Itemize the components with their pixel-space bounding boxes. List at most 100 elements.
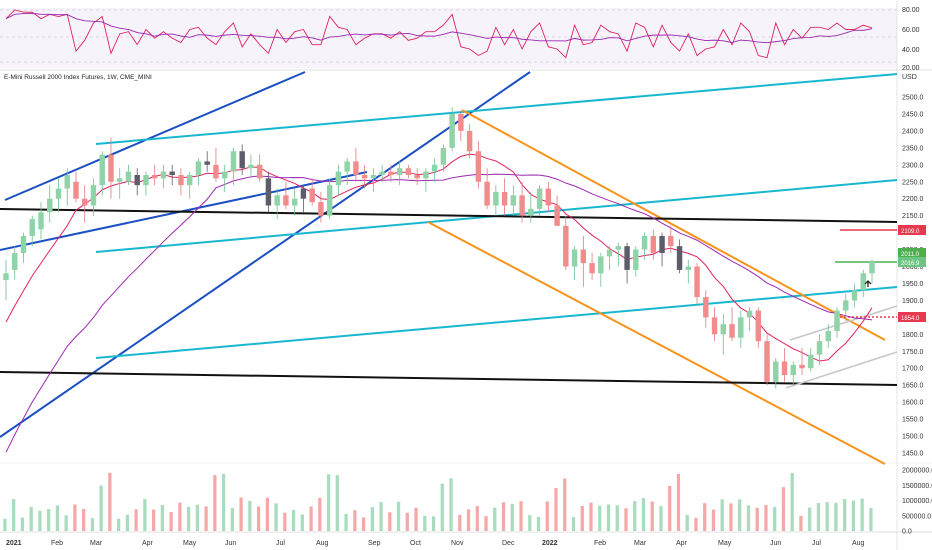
candle-body bbox=[615, 246, 622, 250]
volume-bar bbox=[353, 510, 357, 531]
volume-bar bbox=[720, 499, 724, 531]
candle-body bbox=[834, 310, 840, 331]
volume-bar bbox=[536, 517, 541, 531]
volume-bar bbox=[851, 500, 856, 531]
candle-body bbox=[781, 361, 788, 376]
candle-body bbox=[82, 198, 88, 206]
volume-bar bbox=[668, 485, 672, 531]
volume-bar bbox=[423, 515, 427, 531]
candle-body bbox=[493, 191, 499, 206]
cyan-line-bottom[interactable] bbox=[95, 286, 898, 359]
orange-channel-lower[interactable] bbox=[427, 221, 886, 465]
candle-body bbox=[265, 178, 272, 206]
candle-body bbox=[213, 164, 219, 179]
price-axis-label: 1450.0 bbox=[902, 451, 924, 458]
candle-body bbox=[160, 171, 167, 179]
volume-bar bbox=[344, 513, 348, 531]
volume-bar bbox=[143, 499, 147, 531]
volume-bar bbox=[641, 498, 646, 531]
price-axis-label: 1550.0 bbox=[902, 417, 924, 424]
volume-bar bbox=[335, 475, 339, 531]
time-axis-label: May bbox=[718, 540, 732, 547]
volume-bar bbox=[519, 501, 523, 531]
price-axis-label: 2450.0 bbox=[902, 111, 924, 118]
candle-body bbox=[755, 310, 761, 342]
candle-body bbox=[554, 205, 560, 226]
candle-body bbox=[309, 188, 315, 203]
svg-text:2016.9: 2016.9 bbox=[901, 261, 920, 267]
price-axis-label: 1700.0 bbox=[902, 366, 924, 373]
candle-body bbox=[195, 161, 202, 175]
volume-bar bbox=[554, 488, 558, 531]
candle-body bbox=[134, 174, 140, 186]
candle-body bbox=[589, 263, 595, 274]
candle-body bbox=[536, 188, 543, 209]
candle-body bbox=[869, 260, 875, 274]
candle-body bbox=[239, 151, 245, 169]
price-axis-label: 2350.0 bbox=[902, 145, 924, 152]
time-axis-label: Jul bbox=[812, 540, 821, 547]
price-axis-label: 1650.0 bbox=[902, 383, 924, 390]
candle-body bbox=[729, 324, 735, 338]
candle-body bbox=[764, 341, 770, 382]
candle-body bbox=[12, 252, 18, 270]
volume-bar bbox=[729, 503, 733, 531]
wedge-lower[interactable] bbox=[785, 351, 898, 389]
volume-bar bbox=[703, 503, 707, 531]
candle-body bbox=[353, 161, 359, 175]
volume-bar bbox=[3, 518, 7, 531]
volume-bar bbox=[458, 514, 462, 531]
candle-body bbox=[510, 195, 517, 206]
time-axis-label: Aug bbox=[316, 540, 329, 547]
black-support-upper[interactable] bbox=[0, 208, 898, 223]
volume-bar bbox=[790, 472, 794, 531]
candle-body bbox=[396, 168, 403, 175]
candle-body bbox=[475, 151, 482, 182]
cyan-line-top[interactable] bbox=[95, 73, 898, 145]
volume-bar bbox=[449, 478, 453, 531]
volume-bar bbox=[160, 505, 164, 531]
candle-body bbox=[256, 164, 263, 179]
volume-bar bbox=[808, 507, 812, 531]
candle-body bbox=[659, 236, 665, 253]
candle-body bbox=[221, 171, 228, 179]
volume-bar bbox=[816, 503, 821, 531]
blue-channel-upper-2[interactable] bbox=[4, 71, 306, 201]
volume-bar bbox=[860, 498, 864, 531]
fast-moving-average bbox=[5, 153, 873, 362]
volume-bar bbox=[90, 518, 95, 531]
volume-bar bbox=[563, 478, 567, 531]
volume-bar bbox=[528, 515, 532, 531]
time-axis-label: Jul bbox=[276, 540, 285, 547]
volume-bar bbox=[82, 508, 86, 531]
candle-body bbox=[528, 208, 534, 216]
volume-bar bbox=[221, 474, 226, 531]
volume-bar bbox=[624, 508, 628, 531]
volume-bar bbox=[799, 515, 803, 531]
volume-bar bbox=[755, 507, 759, 531]
volume-bar bbox=[694, 517, 698, 531]
volume-bar bbox=[195, 504, 199, 531]
volume-bar bbox=[685, 514, 689, 531]
blue-channel-upper[interactable] bbox=[0, 71, 531, 438]
price-axis-label: 2200.0 bbox=[902, 196, 924, 203]
volume-bar bbox=[633, 501, 637, 531]
orange-channel-upper[interactable] bbox=[461, 109, 886, 341]
candle-body bbox=[300, 188, 307, 199]
candle-body bbox=[283, 195, 289, 206]
volume-bar bbox=[64, 515, 68, 531]
candle-body bbox=[423, 171, 429, 179]
volume-bar bbox=[869, 507, 873, 531]
candle-body bbox=[501, 191, 508, 206]
candle-body bbox=[720, 324, 727, 335]
wedge-upper[interactable] bbox=[789, 305, 898, 341]
volume-bar bbox=[151, 509, 156, 531]
candle-body bbox=[29, 219, 35, 237]
volume-bar bbox=[405, 512, 409, 531]
black-support-lower[interactable] bbox=[0, 371, 898, 386]
candle-body bbox=[90, 185, 97, 206]
up-arrow-icon bbox=[864, 280, 872, 287]
price-axis-label: 1600.0 bbox=[902, 400, 924, 407]
candle-body bbox=[186, 174, 193, 186]
candle-body bbox=[38, 212, 44, 230]
